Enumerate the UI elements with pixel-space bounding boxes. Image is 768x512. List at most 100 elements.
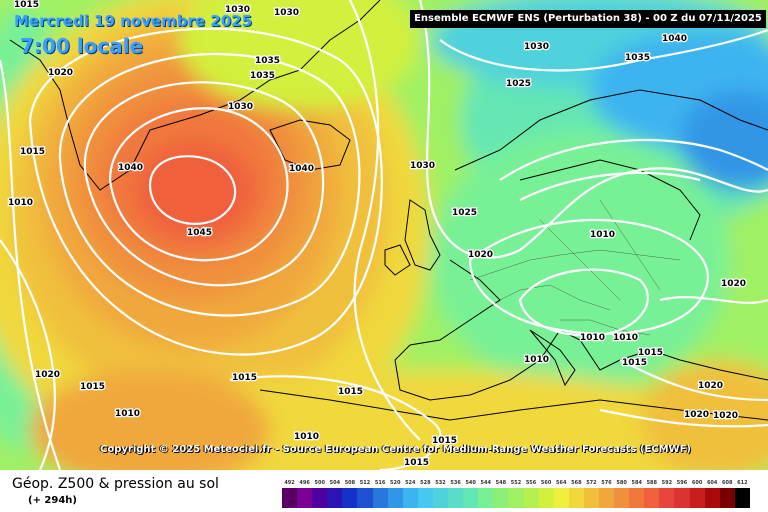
scale-swatch: 512 (357, 479, 373, 508)
isobar-label: 1030 (228, 102, 253, 112)
scale-color (327, 488, 343, 508)
scale-value-label: 536 (450, 480, 461, 486)
isobar-label: 1015 (20, 147, 45, 157)
scale-color (719, 488, 735, 508)
scale-swatch: 556 (523, 479, 539, 508)
scale-value-label: 608 (722, 480, 733, 486)
scale-swatch: 540 (463, 479, 479, 508)
model-run-info: Ensemble ECMWF ENS (Perturbation 38) - 0… (410, 10, 766, 28)
scale-color (493, 488, 509, 508)
scale-value-label: 596 (676, 480, 688, 486)
isobar-label: 1010 (8, 198, 33, 208)
isobar-label: 1015 (232, 373, 257, 383)
scale-value-label: 564 (556, 480, 567, 486)
scale-value-label: 560 (540, 480, 552, 486)
isobar-label: 1020 (48, 68, 73, 78)
scale-color (417, 488, 433, 508)
isobar-label: 1030 (225, 5, 250, 15)
copyright-notice: Copyright © 2025 Meteociel.fr - Source E… (100, 444, 691, 455)
scale-color (614, 488, 630, 508)
scale-value-label: 556 (525, 480, 537, 486)
isobar-label: 1015 (14, 0, 39, 10)
scale-value-label: 520 (389, 480, 401, 486)
scale-value-label: 592 (661, 480, 673, 486)
isobars (0, 0, 768, 470)
isobar-label: 1030 (524, 42, 549, 52)
isobar-label: 1035 (625, 53, 650, 63)
isobar-label: 1035 (250, 71, 275, 81)
scale-swatch: 568 (568, 479, 584, 508)
isobar-label: 1025 (452, 208, 477, 218)
scale-swatch: 564 (553, 479, 569, 508)
scale-swatch: 532 (432, 479, 449, 508)
scale-color (553, 488, 569, 508)
scale-value-label: 544 (480, 480, 491, 486)
isobar-label: 1020 (35, 370, 60, 380)
isobar-label: 1010 (590, 230, 615, 240)
isobar-label: 1040 (662, 34, 687, 44)
isobar-label: 1015 (622, 358, 647, 368)
scale-value-label: 552 (510, 480, 522, 486)
scale-value-label: 528 (420, 480, 431, 486)
scale-value-label: 572 (586, 480, 597, 486)
scale-color (448, 488, 464, 508)
parameter-title: Géop. Z500 & pression au sol (12, 476, 219, 492)
isobar-label: 1010 (115, 409, 140, 419)
scale-color (297, 488, 313, 508)
scale-value-label: 604 (706, 480, 718, 486)
scale-value-label: 508 (344, 480, 356, 486)
scale-value-label: 496 (299, 480, 310, 486)
scale-value-label: 532 (435, 480, 446, 486)
scale-color (312, 488, 328, 508)
scale-swatch: 508 (342, 479, 358, 508)
scale-value-label: 504 (329, 480, 341, 486)
scale-color (357, 488, 373, 508)
forecast-date: Mercredi 19 novembre 2025 (14, 12, 253, 30)
scale-color (538, 488, 554, 508)
scale-value-label: 568 (571, 480, 582, 486)
scale-color (478, 488, 494, 508)
isobar-label: 1015 (338, 387, 363, 397)
scale-swatch: 552 (508, 479, 524, 508)
scale-swatch: 504 (327, 479, 343, 508)
scale-swatch: 560 (538, 479, 554, 508)
scale-swatch: 492 (282, 479, 298, 508)
isobar-label: 1030 (410, 161, 435, 171)
scale-color (402, 488, 418, 508)
scale-value-label: 612 (737, 480, 748, 486)
scale-value-label: 524 (405, 480, 416, 486)
scale-swatch: 516 (372, 479, 388, 508)
scale-color (704, 488, 720, 508)
scale-swatch: 608 (719, 479, 735, 508)
scale-swatch: 524 (402, 479, 418, 508)
scale-color (523, 488, 539, 508)
isobar-label: 1030 (274, 8, 299, 18)
scale-color (568, 488, 584, 508)
scale-color (598, 488, 615, 508)
scale-swatch: 544 (478, 479, 494, 508)
scale-value-label: 576 (601, 480, 612, 486)
scale-value-label: 580 (616, 480, 627, 486)
isobar-label: 1015 (80, 382, 105, 392)
isobar-label: 1025 (506, 79, 531, 89)
scale-value-label: 588 (646, 480, 658, 486)
scale-color (644, 488, 660, 508)
scale-color (508, 488, 524, 508)
isobar-label: 1015 (638, 348, 663, 358)
isobar-label: 1020 (713, 411, 738, 421)
scale-color (372, 488, 388, 508)
scale-swatch: 496 (297, 479, 313, 508)
scale-color (734, 488, 750, 508)
isobar-label: 1010 (613, 333, 638, 343)
isobar-label: 1040 (289, 164, 314, 174)
scale-swatch: 588 (644, 479, 660, 508)
isobar-labels: 1015 1030 1020 1030 1040 1035 1030 1025 … (7, 0, 748, 469)
scale-color (342, 488, 358, 508)
scale-color (629, 488, 645, 508)
isobar-label: 1010 (524, 355, 549, 365)
scale-color (282, 488, 298, 508)
scale-swatch: 500 (312, 479, 328, 508)
scale-swatch: 528 (417, 479, 433, 508)
scale-value-label: 540 (465, 480, 476, 486)
scale-color (387, 488, 403, 508)
